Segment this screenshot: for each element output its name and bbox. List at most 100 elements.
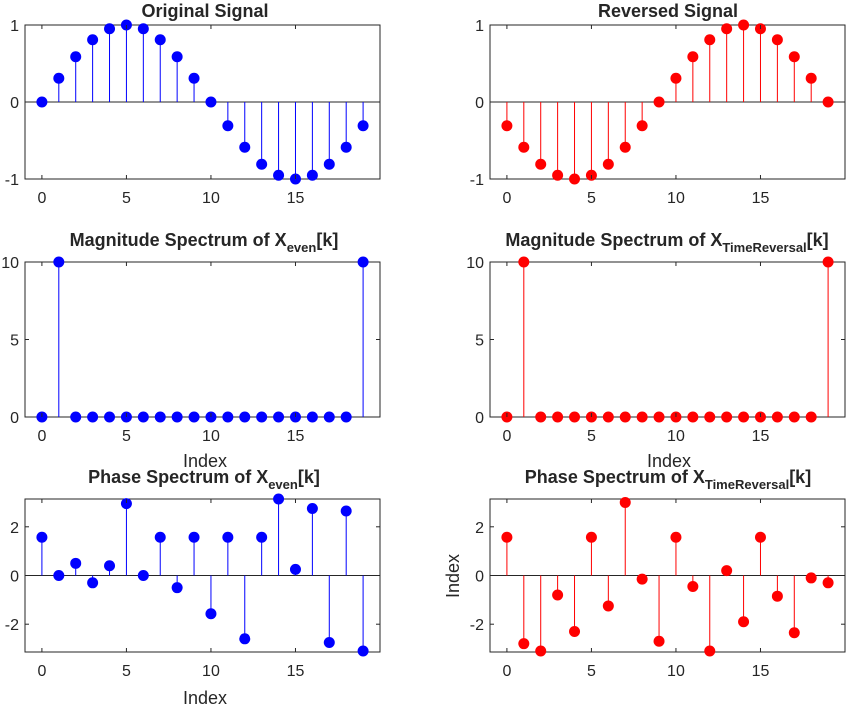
stem-marker <box>171 51 183 63</box>
stem-marker <box>273 493 285 505</box>
y-tick-label: -1 <box>470 172 484 189</box>
stem-marker <box>340 505 352 517</box>
y-tick-label: 0 <box>475 569 484 586</box>
stem-marker <box>805 572 817 584</box>
panel-phase-reversal: Phase Spectrum of XTimeReversal[k] 0 5 10 1… <box>443 467 846 680</box>
stem-marker <box>721 565 733 577</box>
y-tick-label: 1 <box>475 18 484 35</box>
x-tick-label: 15 <box>287 428 305 445</box>
stem-marker <box>256 411 268 423</box>
stem-marker <box>518 638 530 650</box>
x-tick-label: 10 <box>667 190 685 207</box>
stems <box>25 19 380 185</box>
stem-marker <box>70 557 82 569</box>
y-axis-ticks: 0 5 10 <box>466 255 845 427</box>
stem-marker <box>602 411 614 423</box>
y-tick-label: 0 <box>10 95 19 112</box>
stem-marker <box>188 531 200 543</box>
stem-marker <box>704 645 716 657</box>
stem-marker <box>788 411 800 423</box>
panel-reversed-signal: Reversed Signal 0 5 10 15 -1 0 1 <box>470 1 846 207</box>
stem-marker <box>289 563 301 575</box>
stem-marker <box>788 627 800 639</box>
stem-marker <box>670 72 682 84</box>
stem-marker <box>239 411 251 423</box>
stem-marker <box>636 120 648 132</box>
stem-marker <box>340 141 352 153</box>
x-tick-label: 15 <box>752 190 770 207</box>
x-tick-label: 0 <box>37 428 46 445</box>
plot-frame <box>24 261 381 418</box>
stem-marker <box>822 256 834 268</box>
x-tick-label: 0 <box>502 190 511 207</box>
stem-marker <box>87 411 99 423</box>
x-axis-ticks: 0 5 10 15 <box>37 499 304 680</box>
stem-marker <box>636 573 648 585</box>
stem-marker <box>154 531 166 543</box>
chart-title: Magnitude Spectrum of Xeven[k] <box>70 230 339 255</box>
x-axis-label: Index <box>647 451 691 471</box>
x-axis-ticks: 0 5 10 15 <box>502 262 769 445</box>
x-axis-ticks: 0 5 10 15 <box>502 25 769 207</box>
x-tick-label: 0 <box>37 663 46 680</box>
panel-phase-even: Phase Spectrum of Xeven[k] 0 5 10 15 -2 0 2 I… <box>5 467 381 707</box>
stem-marker <box>738 19 750 31</box>
stem-marker <box>239 141 251 153</box>
stem-marker <box>137 570 149 581</box>
stem-marker <box>357 645 369 657</box>
stem-marker <box>805 72 817 84</box>
y-tick-label: 10 <box>1 255 19 272</box>
stem-marker <box>70 51 82 63</box>
stem-marker <box>188 411 200 423</box>
stem-marker <box>602 600 614 612</box>
stem-marker <box>222 411 234 423</box>
stem-marker <box>569 626 581 638</box>
x-tick-label: 0 <box>502 428 511 445</box>
stem-marker <box>256 531 268 543</box>
stem-marker <box>518 256 530 268</box>
stem-marker <box>822 96 834 108</box>
stem-marker <box>357 120 369 132</box>
stem-marker <box>518 141 530 153</box>
stems <box>25 256 380 423</box>
stem-marker <box>273 169 285 181</box>
y-tick-label: 10 <box>466 255 484 272</box>
stem-marker <box>205 96 217 108</box>
panel-original-signal: Original Signal 0 5 10 15 -1 0 1 <box>5 1 381 207</box>
y-tick-label: 0 <box>475 410 484 427</box>
stem-marker <box>323 158 335 170</box>
y-tick-label: 5 <box>10 333 19 350</box>
stem-marker <box>535 411 547 423</box>
stem-marker <box>154 34 166 46</box>
stem-marker <box>805 411 817 423</box>
x-axis-ticks: 0 5 10 15 <box>37 25 304 207</box>
x-tick-label: 15 <box>752 663 770 680</box>
stem-marker <box>340 411 352 423</box>
x-tick-label: 5 <box>122 663 131 680</box>
stem-marker <box>552 589 564 601</box>
stem-marker <box>104 411 116 423</box>
stem-marker <box>239 633 251 645</box>
stem-marker <box>87 577 99 589</box>
x-axis-label: Index <box>183 688 227 707</box>
stem-marker <box>120 498 132 510</box>
stem-marker <box>619 141 631 153</box>
stem-marker <box>357 256 369 268</box>
chart-title: Magnitude Spectrum of XTimeReversal[k] <box>505 230 828 255</box>
x-tick-label: 5 <box>587 663 596 680</box>
y-tick-label: 1 <box>10 18 19 35</box>
stem-marker <box>687 51 699 63</box>
stems <box>490 496 845 657</box>
x-tick-label: 5 <box>122 190 131 207</box>
stem-marker <box>535 645 547 657</box>
x-tick-label: 10 <box>202 428 220 445</box>
stem-marker <box>222 531 234 543</box>
x-axis-ticks: 0 5 10 15 <box>502 499 769 680</box>
stem-marker <box>501 120 513 132</box>
stem-marker <box>104 560 116 572</box>
stem-marker <box>569 411 581 423</box>
y-tick-label: 0 <box>10 410 19 427</box>
stem-marker <box>754 531 766 543</box>
stem-marker <box>619 411 631 423</box>
